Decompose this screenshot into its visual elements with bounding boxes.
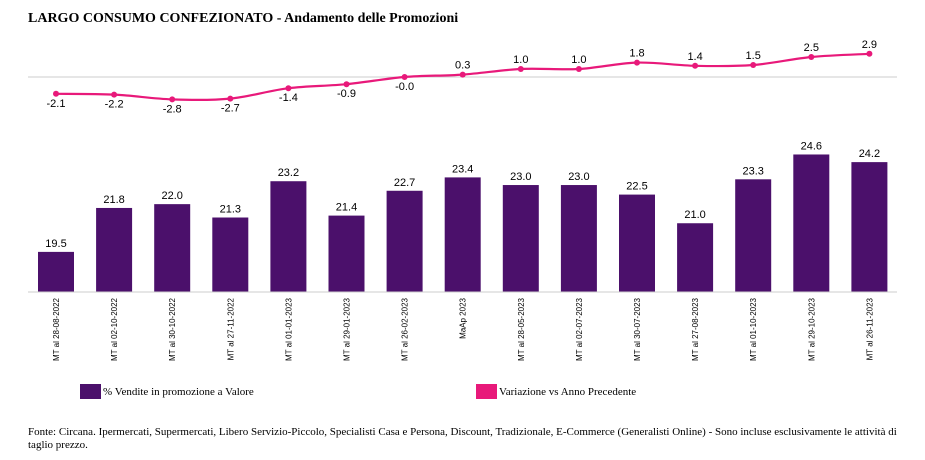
bar-data-label: 23.2 [278, 167, 299, 179]
line-data-label: -1.4 [279, 92, 298, 104]
legend-label-line: Variazione vs Anno Precedente [499, 385, 637, 398]
legend-label-bar: % Vendite in promozione a Valore [103, 385, 254, 398]
bar [212, 217, 249, 292]
x-tick-label: MT al 01-10-2023 [749, 297, 758, 361]
bar [444, 177, 481, 292]
line-data-label: -0.0 [395, 81, 414, 93]
line-data-label: 1.0 [513, 54, 528, 66]
line-point [343, 81, 350, 88]
line-data-label: -2.2 [105, 99, 124, 111]
line-data-label: 0.3 [455, 60, 470, 72]
legend-swatch-bar [80, 384, 101, 399]
x-tick-label: MT al 29-10-2023 [807, 297, 816, 361]
x-tick-label: MT al 30-10-2022 [168, 297, 177, 361]
bar-data-label: 22.5 [626, 181, 647, 193]
bar [386, 190, 423, 292]
line-point [575, 66, 582, 72]
bar-data-label: 23.3 [742, 165, 763, 177]
chart-area: -2.1 -2.2 -2.8 -2.7 -1.4 -0.9 -0.0 0.3 1.0 1.0 1.8… [28, 39, 897, 361]
bar-data-label: 23.4 [452, 163, 473, 175]
bar-data-label: 22.7 [394, 177, 415, 189]
x-tick-label: MT al 29-01-2023 [343, 297, 352, 361]
bar-data-label: 21.8 [103, 194, 124, 206]
x-tick-label: MT al 01-01-2023 [284, 297, 293, 361]
line-point [285, 85, 292, 92]
legend-item-bar: % Vendite in promozione a Valore [80, 384, 254, 399]
x-tick-label: MT al 26-11-2023 [865, 297, 874, 360]
line-data-label: -2.1 [47, 98, 66, 110]
x-tick-label: MT al 28-08-2022 [52, 297, 61, 361]
bar [793, 154, 830, 292]
bar-data-label: 21.4 [336, 202, 357, 214]
x-tick-label: MT al 27-11-2022 [226, 297, 235, 360]
x-tick-label: MT al 26-02-2023 [401, 297, 410, 361]
line-data-label: -0.9 [337, 88, 356, 100]
bar [270, 181, 307, 292]
line-data-label: -2.7 [221, 103, 240, 115]
line-point [808, 54, 815, 60]
line-point [401, 74, 408, 80]
line-data-label: 2.5 [804, 42, 819, 54]
line-point [459, 71, 466, 78]
line-point [750, 62, 757, 68]
bar [96, 207, 133, 292]
line-point [169, 96, 176, 103]
x-tick-label: MT al 27-08-2023 [691, 297, 700, 361]
line-point [53, 90, 59, 97]
legend-swatch-line [476, 384, 497, 399]
bar [154, 204, 191, 292]
x-tick-label: MT al 02-10-2022 [110, 297, 119, 361]
bar [735, 179, 772, 292]
bar [619, 194, 655, 292]
line-data-label: 1.0 [571, 54, 586, 66]
bar [677, 223, 714, 292]
bar-data-label: 21.3 [220, 204, 241, 216]
bar [560, 185, 597, 292]
legend-item-line: Variazione vs Anno Precedente [476, 384, 636, 399]
x-tick-label: MaAp 2023 [459, 297, 468, 338]
line-point [111, 91, 118, 98]
bar-data-label: 23.0 [568, 171, 589, 183]
bar-data-label: 24.2 [859, 148, 880, 160]
bar-data-label: 24.6 [801, 140, 822, 152]
line-data-label: 1.4 [687, 51, 702, 63]
line-data-label: -2.8 [163, 103, 182, 115]
bar-data-label: 21.0 [684, 209, 705, 221]
bar-data-label: 22.0 [161, 190, 182, 202]
line-data-label: 1.5 [746, 50, 761, 62]
bar [851, 162, 888, 292]
line-point [634, 59, 640, 66]
bar [38, 251, 74, 292]
line-point [866, 50, 873, 57]
line-point [517, 66, 524, 72]
chart-title: LARGO CONSUMO CONFEZIONATO - Andamento d… [28, 11, 459, 26]
bar-data-label: 23.0 [510, 171, 531, 183]
x-tick-label: MT al 02-07-2023 [575, 297, 584, 361]
line-data-label: 1.8 [629, 48, 644, 60]
bar [502, 185, 539, 292]
x-tick-label: MT al 30-07-2023 [633, 297, 642, 361]
bar-data-label: 19.5 [45, 238, 66, 250]
line-point [227, 95, 234, 102]
line-data-label: 2.9 [862, 39, 877, 51]
line-point [692, 62, 699, 69]
x-tick-label: MT al 28-05-2023 [517, 297, 526, 361]
bar [328, 215, 365, 292]
source-footnote: Fonte: Circana. Ipermercati, Supermercat… [28, 426, 897, 451]
